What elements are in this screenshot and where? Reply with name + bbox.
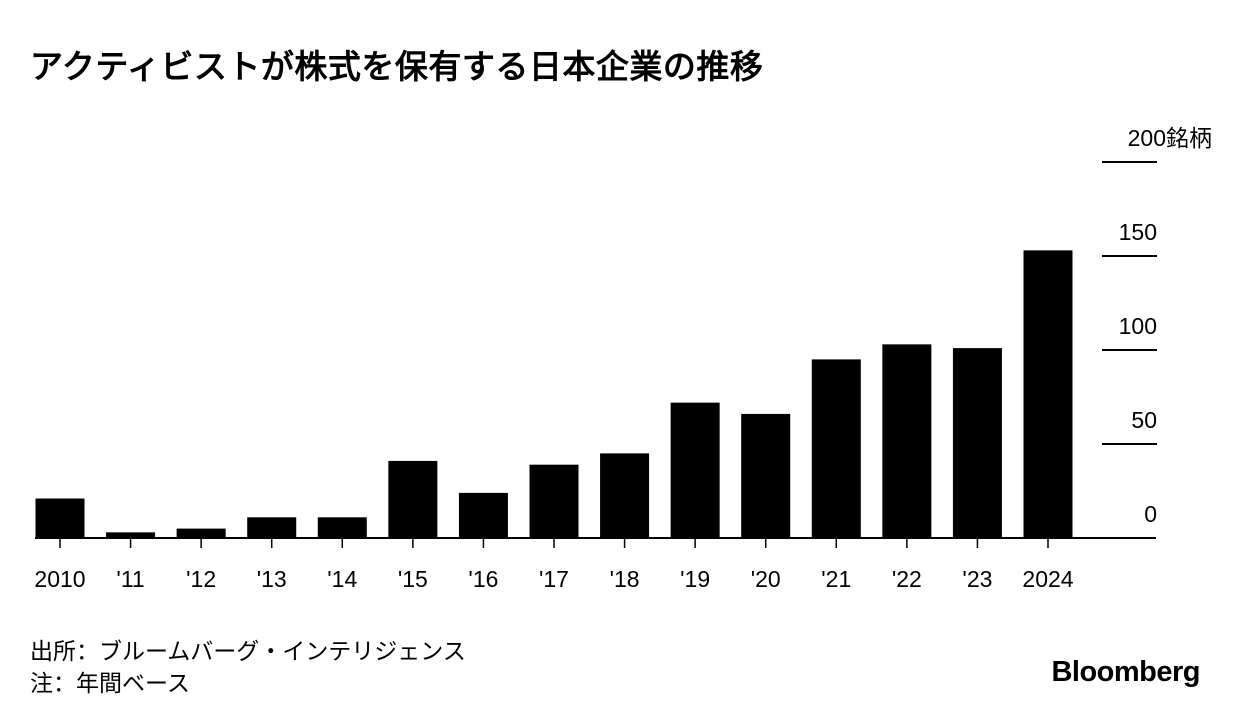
y-tick-label: 200銘柄 (1128, 125, 1212, 151)
bar (741, 413, 791, 538)
y-tick-label: 50 (1131, 407, 1157, 433)
bar (529, 464, 579, 538)
chart-title: アクティビストが株式を保有する日本企業の推移 (30, 47, 764, 86)
x-tick-label: '13 (257, 566, 287, 592)
x-tick-label: '23 (962, 566, 992, 592)
x-tick-label: '14 (327, 566, 357, 592)
bar (670, 402, 720, 538)
bar (1023, 250, 1073, 539)
x-tick-label: '12 (186, 566, 216, 592)
bar (35, 498, 85, 538)
bloomberg-logo: Bloomberg (1051, 656, 1200, 688)
x-tick-label: 2024 (1022, 566, 1073, 592)
source-note: 出所：ブルームバーグ・インテリジェンス (30, 639, 466, 665)
bar (882, 344, 932, 538)
y-tick-label: 150 (1119, 219, 1157, 245)
x-tick-label: '11 (116, 566, 144, 592)
x-tick-label: '16 (468, 566, 498, 592)
bar (458, 492, 508, 538)
bar (952, 348, 1002, 538)
x-tick-label: '21 (821, 566, 851, 592)
bar (811, 359, 861, 538)
x-tick-label: '19 (680, 566, 710, 592)
bar (600, 453, 650, 538)
x-tick-label: '18 (610, 566, 640, 592)
bar (247, 517, 297, 538)
footnote: 注：年間ベース (30, 671, 190, 697)
x-tick-label: '17 (539, 566, 569, 592)
x-tick-label: '15 (398, 566, 428, 592)
x-tick-label: '20 (751, 566, 781, 592)
x-tick-label: '22 (892, 566, 922, 592)
bar (317, 517, 367, 538)
bar (176, 528, 226, 538)
bar (388, 460, 438, 538)
x-tick-label: 2010 (34, 566, 85, 592)
y-tick-label: 100 (1119, 313, 1157, 339)
y-tick-label: 0 (1144, 501, 1157, 527)
bar (106, 532, 156, 538)
